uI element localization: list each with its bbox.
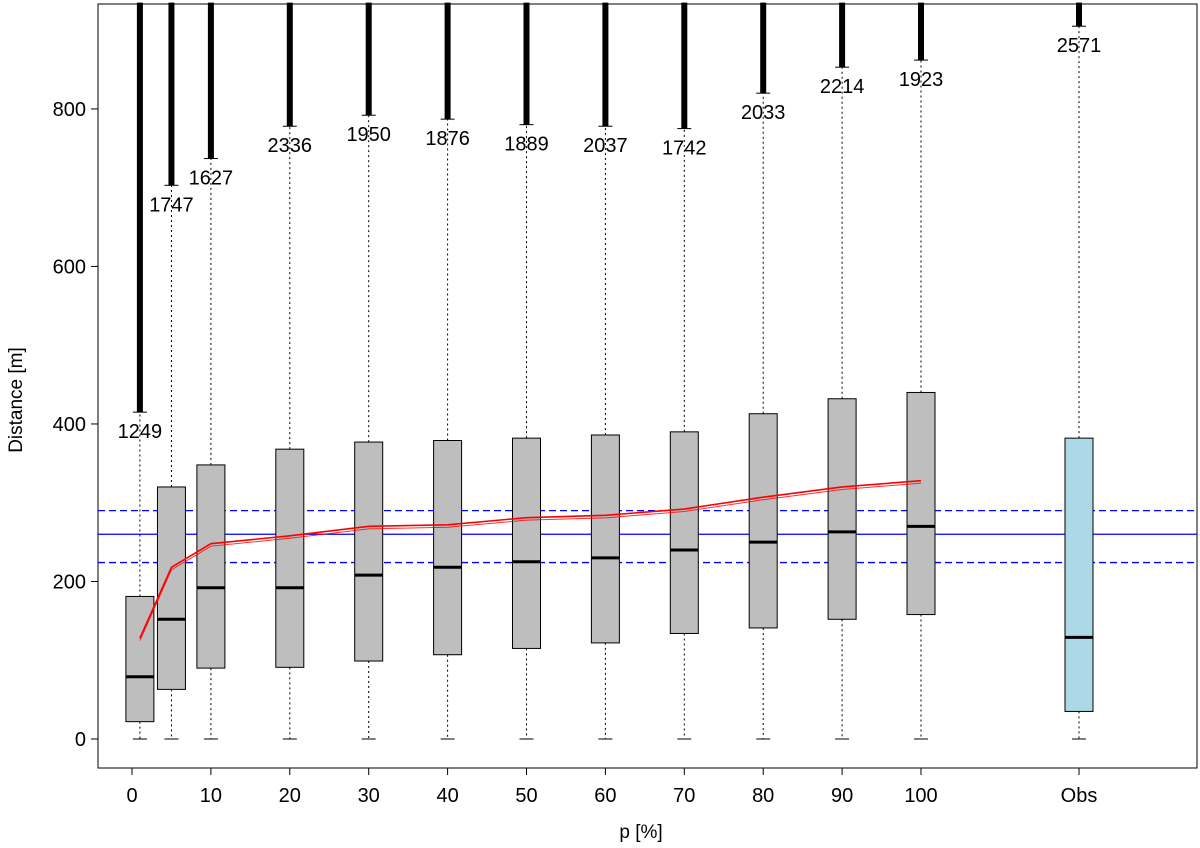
box [906, 391, 936, 616]
y-tick-label: 800 [53, 99, 86, 121]
outlier-count-label: 1876 [425, 128, 470, 150]
box [669, 431, 699, 634]
outlier-count-label: 1923 [899, 69, 944, 91]
outlier-count-label: 1249 [118, 421, 163, 443]
outlier-count-label: 1950 [346, 124, 391, 146]
x-tick-label: 80 [752, 785, 774, 807]
y-tick-label: 400 [53, 414, 86, 436]
box [512, 437, 541, 649]
x-tick-label: 60 [594, 785, 616, 807]
x-axis-label: p [%] [619, 822, 662, 843]
box [748, 413, 778, 629]
outlier-count-label: 2037 [583, 135, 628, 157]
outlier-count-label: 2214 [820, 76, 865, 98]
x-tick-label: 90 [831, 785, 853, 807]
box [196, 464, 226, 669]
x-tick-label: 0 [126, 785, 137, 807]
mean-line [139, 479, 922, 639]
x-tick-label: 70 [673, 785, 695, 807]
plot-frame [97, 3, 1198, 769]
box [1064, 437, 1094, 712]
outlier-count-label: 1747 [149, 194, 194, 216]
outlier-count-label: 1742 [662, 138, 707, 160]
y-tick-label: 200 [53, 571, 86, 593]
x-tick-label: 10 [200, 785, 222, 807]
plot-area: 0 200 400 600 800 0 10 20 30 40 50 60 70 80 90 100 Obs 12… [53, 2, 1198, 807]
mean-line-band [139, 482, 922, 641]
outlier-count-label: 2336 [268, 135, 313, 157]
box [827, 398, 857, 620]
outlier-count-label: 1627 [189, 168, 234, 190]
box [275, 448, 305, 668]
y-tick-label: 600 [53, 256, 86, 278]
outlier-count-label: 2571 [1057, 35, 1102, 57]
x-tick-label: 100 [904, 785, 937, 807]
y-tick-label: 0 [75, 729, 86, 751]
y-axis-label: Distance [m] [6, 347, 27, 453]
box [433, 439, 463, 656]
x-tick-label: 40 [436, 785, 458, 807]
x-tick-label: Obs [1061, 785, 1098, 807]
x-tick-label: 20 [279, 785, 301, 807]
outlier-count-label: 2033 [741, 102, 786, 124]
box [590, 434, 620, 644]
x-tick-label: 50 [515, 785, 537, 807]
box [354, 441, 384, 662]
outlier-count-label: 1889 [504, 134, 549, 156]
x-tick-label: 30 [358, 785, 380, 807]
